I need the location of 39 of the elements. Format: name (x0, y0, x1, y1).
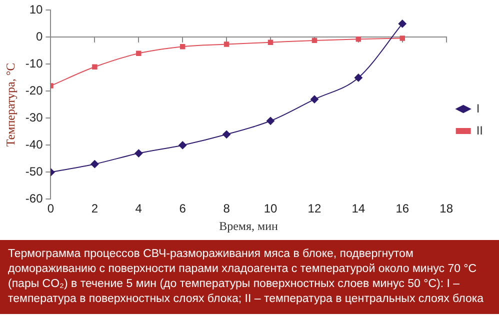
y-tick-label: -40 (25, 138, 44, 152)
point (136, 50, 142, 56)
x-tick-label: 18 (440, 202, 454, 216)
x-tick-label: 10 (264, 202, 278, 216)
y-tick-label: 0 (36, 30, 44, 44)
x-tick-label: 6 (179, 202, 186, 216)
point (178, 141, 187, 150)
y-tick-label: -20 (25, 84, 44, 98)
x-tick-label: 16 (396, 202, 410, 216)
legend-label: I (476, 101, 480, 116)
point (354, 74, 362, 82)
point (266, 116, 275, 125)
y-tick-label: -10 (25, 56, 44, 71)
point (268, 40, 274, 45)
point (134, 149, 143, 158)
x-tick-label: 14 (352, 202, 366, 216)
y-tick-label: -50 (25, 164, 44, 179)
legend-label: II (476, 123, 484, 138)
y-axis-title: Температура, °С (3, 62, 18, 147)
x-tick-label: 4 (135, 202, 142, 216)
point (398, 20, 406, 28)
point (222, 130, 231, 138)
point (312, 38, 318, 44)
x-tick-label: 0 (47, 202, 54, 216)
point (92, 64, 98, 70)
point (356, 36, 362, 42)
point (400, 36, 405, 41)
x-tick-label: 12 (308, 202, 322, 216)
x-tick-label: 2 (91, 202, 98, 216)
text: Термограмма процессов СВЧ-размораживания мяса в блоке, подвергнутом домораживанию с поверхности парами хладоагента с температурой около минус 70 °C (пары CO₂) в течение 5 мин (до температуры поверхностных слоев минус 50 °C): I – температура в поверхностных слоях блока; II – температура в центральных слоях блока (0, 240, 499, 314)
x-tick-label: 8 (223, 202, 230, 216)
y-tick-label: -30 (25, 110, 44, 125)
point (180, 44, 186, 50)
point (90, 160, 99, 168)
x-axis-title: Время, мин (219, 218, 279, 233)
point (310, 95, 318, 104)
y-tick-label: 10 (29, 2, 44, 17)
point (224, 42, 230, 47)
y-tick-label: -60 (25, 192, 44, 206)
